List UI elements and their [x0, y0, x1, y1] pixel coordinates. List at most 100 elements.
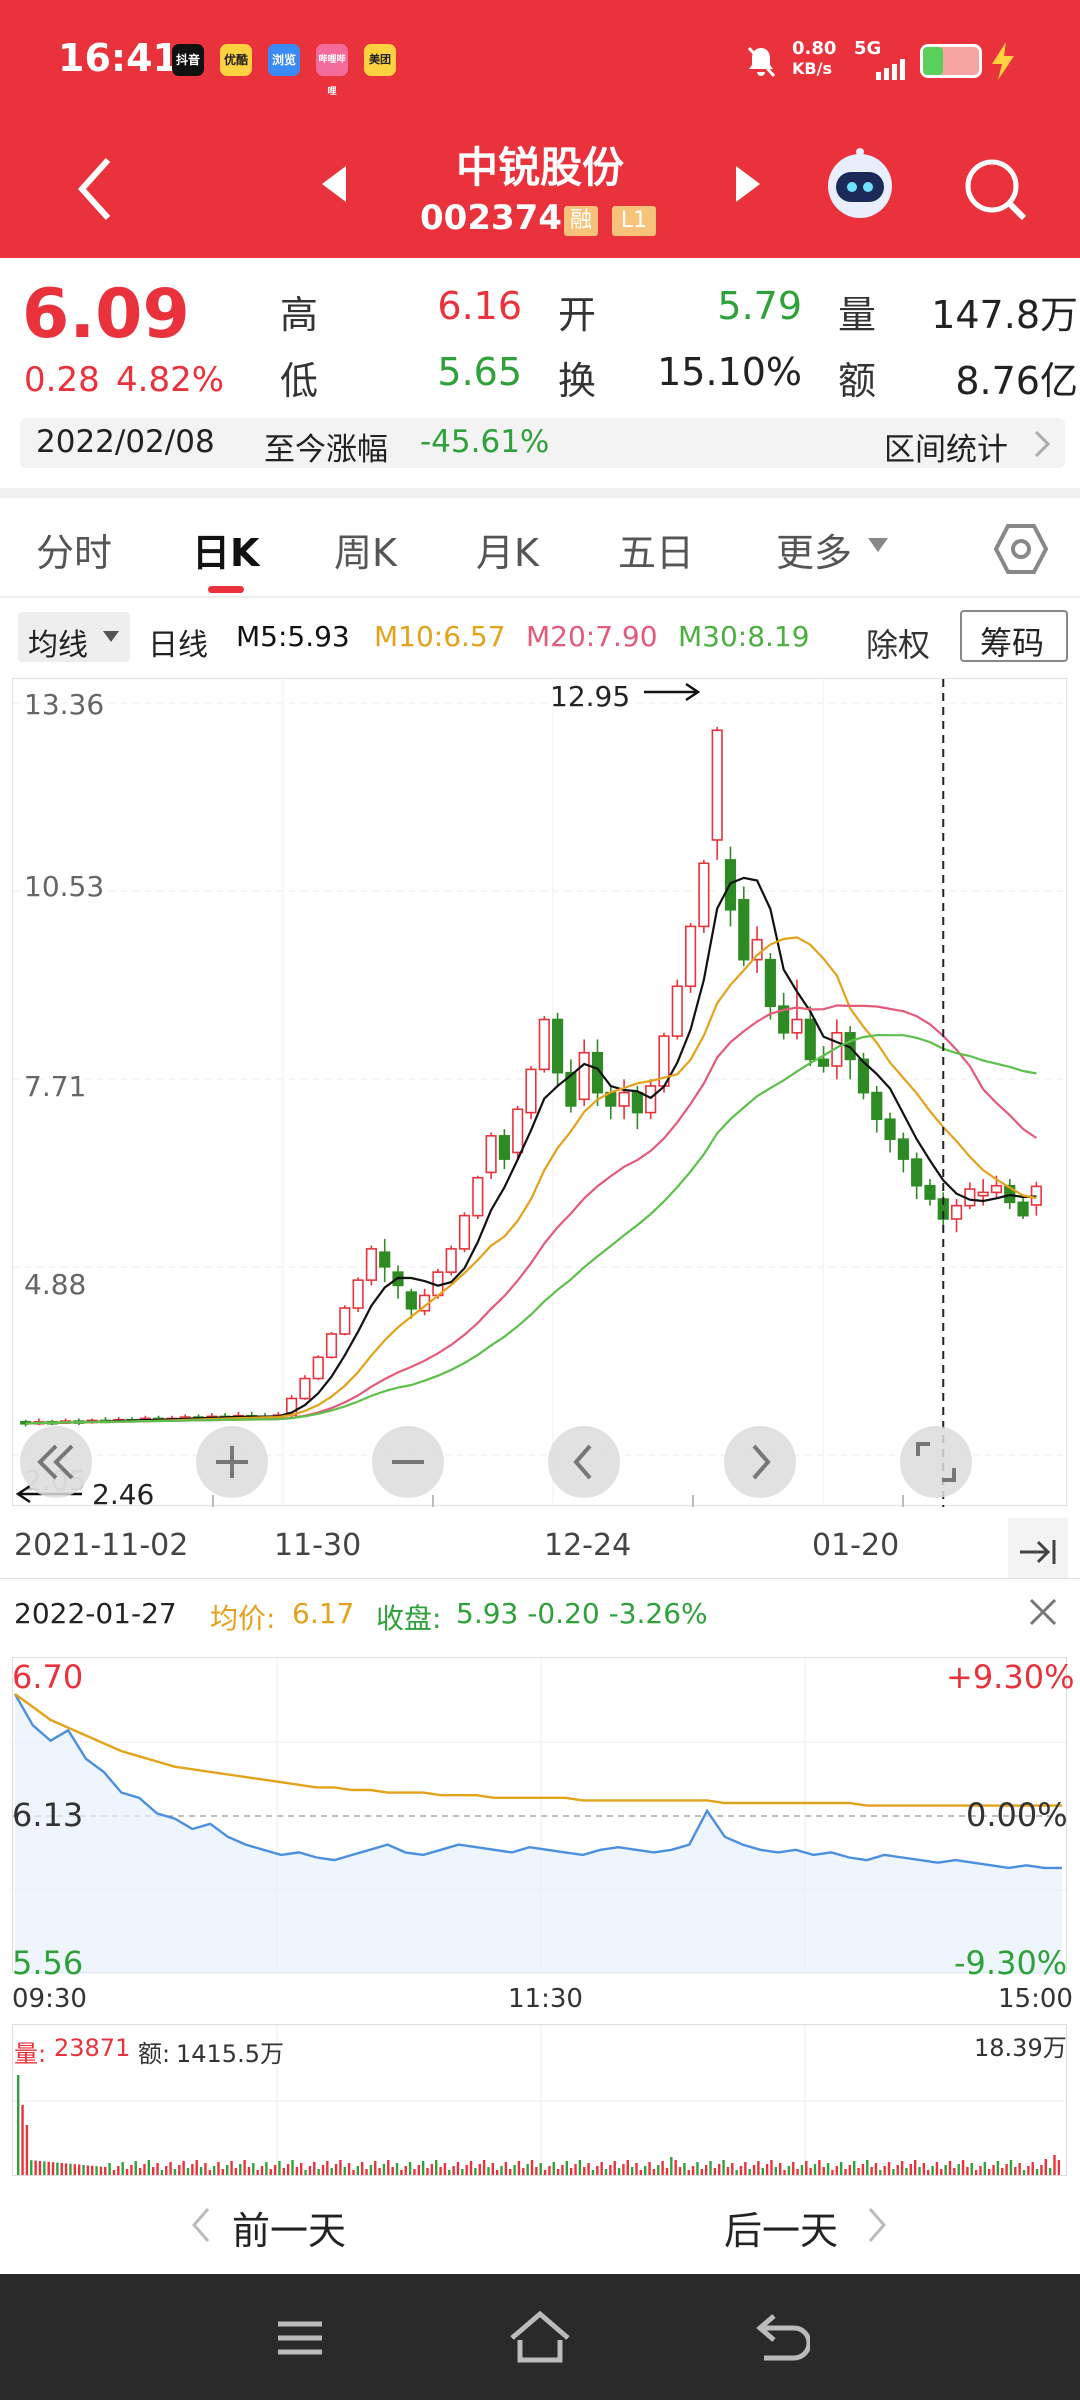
menu-icon[interactable] — [274, 2316, 326, 2360]
tab-daily-k[interactable]: 日K — [192, 531, 260, 575]
volume-bar — [43, 2161, 46, 2175]
volume-bar — [173, 2169, 177, 2175]
candle-body — [871, 1091, 883, 1121]
volume-bar — [217, 2162, 220, 2175]
expand-icon — [916, 1442, 956, 1482]
volume-bar — [839, 2162, 843, 2175]
intraday-svg — [13, 1658, 1068, 1974]
intraday-x-end: 15:00 — [998, 1984, 1073, 2014]
minus-icon — [392, 1460, 424, 1464]
prev-day-button[interactable]: 前一天 — [232, 2209, 347, 2253]
volume-bar — [974, 2170, 978, 2175]
volume-bar — [683, 2163, 686, 2175]
high-value: 6.16 — [437, 284, 522, 328]
volume-bar — [169, 2162, 172, 2175]
volume-svg — [13, 2025, 1068, 2177]
volume-bar — [230, 2161, 233, 2175]
volume-bar — [927, 2170, 930, 2175]
volume-bar — [678, 2167, 682, 2175]
tab-monthly-k[interactable]: 月K — [476, 531, 539, 575]
caret-down-icon[interactable] — [866, 536, 890, 556]
scroll-left-button[interactable] — [548, 1426, 620, 1498]
candle — [911, 1152, 923, 1200]
search-icon[interactable] — [962, 156, 1028, 222]
candle — [552, 1012, 564, 1086]
price-line — [13, 1693, 1062, 1870]
candle — [445, 1245, 457, 1276]
intraday-chart[interactable] — [12, 1657, 1068, 1974]
back-arrow-icon[interactable] — [74, 154, 114, 224]
tab-intraday[interactable]: 分时 — [36, 531, 113, 575]
interval-stats-link[interactable]: 区间统计 — [884, 432, 1008, 468]
date-range-bar[interactable]: 2022/02/08 至今涨幅 -45.61% 区间统计 — [20, 418, 1065, 468]
volume-bar — [387, 2160, 390, 2175]
home-icon[interactable] — [508, 2310, 572, 2364]
price-change-pct: 4.82% — [116, 360, 225, 400]
scroll-left-fast-button[interactable] — [20, 1426, 92, 1498]
settings-icon[interactable] — [994, 522, 1048, 576]
volume-bar — [822, 2167, 825, 2175]
volume-bar — [765, 2164, 769, 2175]
volume-bar — [265, 2162, 268, 2175]
close-icon[interactable] — [1028, 1597, 1058, 1627]
candle-body — [817, 1058, 830, 1067]
candle — [645, 1079, 657, 1120]
volume-bar — [787, 2166, 791, 2175]
zoom-out-button[interactable] — [372, 1426, 444, 1498]
volume-bar — [221, 2169, 225, 2175]
zoom-in-button[interactable] — [196, 1426, 268, 1498]
volume-bar — [879, 2170, 882, 2175]
next-day-button[interactable]: 后一天 — [724, 2209, 839, 2253]
volume-bar — [448, 2170, 451, 2175]
volume-bar — [722, 2160, 725, 2175]
volume-bar — [535, 2167, 538, 2175]
volume-bar — [186, 2168, 190, 2175]
detail-date: 2022-01-27 — [14, 1597, 177, 1630]
kline-chart[interactable] — [12, 678, 1068, 1507]
volume-bar — [38, 2161, 42, 2175]
tab-weekly-k[interactable]: 周K — [334, 531, 397, 575]
candle — [512, 1105, 524, 1160]
amt-value: 1415.5万 — [176, 2040, 284, 2068]
open-label: 开 — [558, 293, 597, 337]
candle — [299, 1375, 311, 1400]
tab-five-day[interactable]: 五日 — [618, 531, 695, 575]
volume-bar — [465, 2165, 468, 2175]
prev-stock-icon[interactable] — [318, 164, 348, 204]
candle — [751, 926, 763, 973]
volume-bar — [961, 2160, 965, 2175]
next-stock-icon[interactable] — [734, 164, 764, 204]
volume-bar — [626, 2160, 629, 2175]
volume-bar — [199, 2167, 203, 2175]
level-tag: L1 — [612, 206, 656, 236]
volume-bar — [1005, 2164, 1008, 2175]
robot-assistant-icon[interactable] — [822, 146, 898, 222]
volume-bar — [639, 2170, 643, 2175]
candle — [525, 1066, 537, 1120]
volume-bar — [482, 2160, 486, 2175]
scroll-right-button[interactable] — [724, 1426, 796, 1498]
volume-bar — [82, 2165, 85, 2175]
volume-bar — [670, 2157, 673, 2175]
adjust-button[interactable]: 除权 — [866, 626, 931, 664]
tab-more[interactable]: 更多 — [776, 531, 853, 575]
candle — [312, 1355, 324, 1380]
fullscreen-button[interactable] — [900, 1426, 972, 1498]
volume-bar — [456, 2162, 460, 2175]
intraday-y-top: 6.70 — [12, 1658, 84, 1696]
browser-icon: 浏览 — [268, 44, 300, 76]
candle-body — [299, 1377, 311, 1400]
candle — [631, 1085, 643, 1130]
volume-bar — [1027, 2166, 1030, 2175]
volume-bar — [461, 2169, 464, 2175]
candle — [365, 1245, 378, 1286]
scroll-to-latest-button[interactable] — [1008, 1518, 1068, 1578]
volume-bar — [831, 2170, 834, 2175]
volume-bar — [17, 2075, 20, 2175]
back-icon[interactable] — [754, 2312, 810, 2362]
candle-body — [445, 1248, 457, 1273]
network-type: 5G — [854, 38, 882, 59]
candle-body — [764, 958, 776, 1007]
chips-button[interactable]: 筹码 — [960, 610, 1068, 662]
volume-bar — [300, 2163, 303, 2175]
